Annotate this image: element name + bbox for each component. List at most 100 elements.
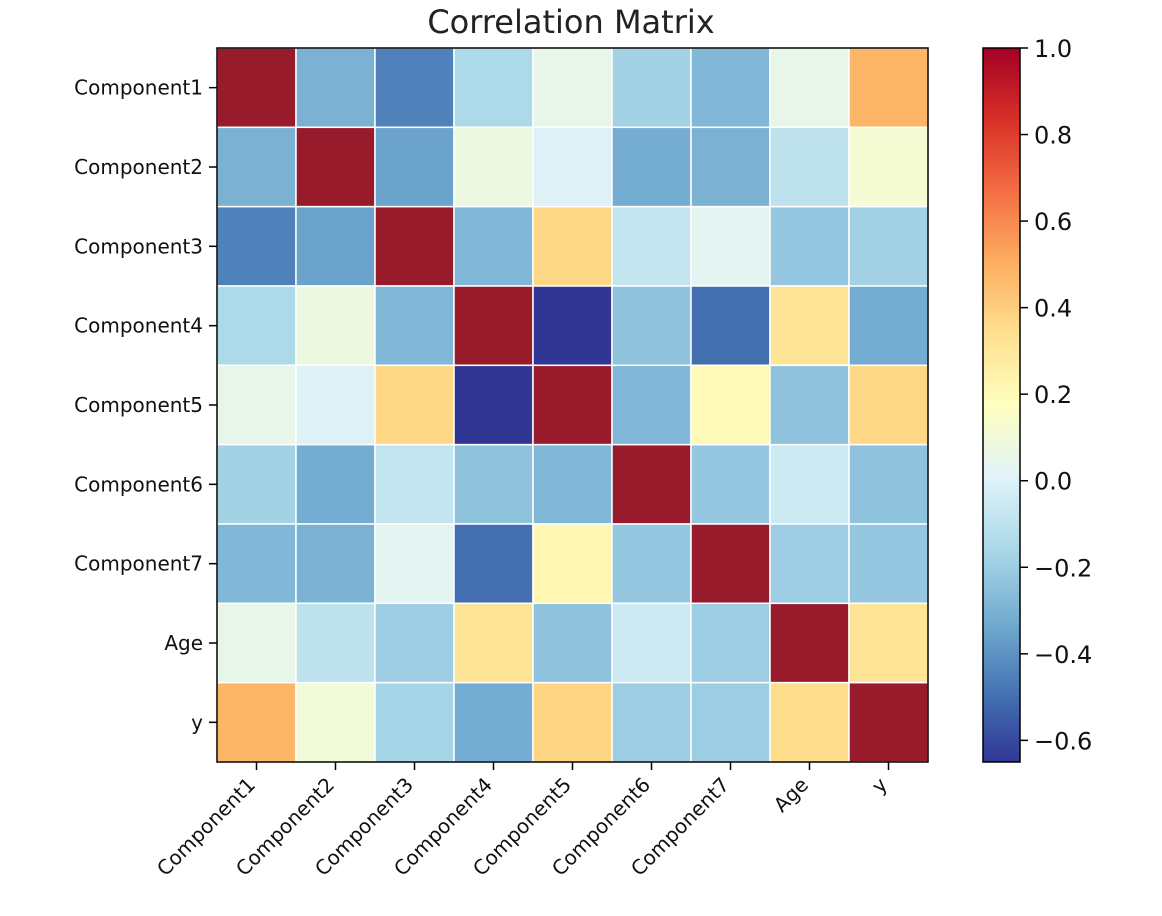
heatmap-cell-Component6-Component3: [374, 443, 455, 525]
heatmap-cell-Component7-Age: [769, 523, 850, 605]
heatmap-cell-y-Component1: [216, 681, 297, 763]
heatmap-cell-Component2-Component5: [532, 126, 613, 208]
y-axis: Component1 Component2 Component3 Component4…: [74, 76, 217, 734]
heatmap-cell-Component7-Component2: [295, 523, 376, 605]
y-tick-label-Component6: Component6: [74, 472, 203, 496]
heatmap-cell-Component4-Component5: [532, 285, 613, 367]
heatmap-cell-Component3-y: [848, 205, 929, 287]
y-tick-label-Age: Age: [164, 631, 203, 655]
heatmap-cell-Component4-Age: [769, 285, 850, 367]
heatmap-cell-Component5-Component2: [295, 364, 376, 446]
heatmap-cell-y-Component3: [374, 681, 455, 763]
colorbar-tick-label-1: 0.8: [1034, 122, 1072, 150]
heatmap-cell-Component7-Component4: [453, 523, 534, 605]
heatmap-cell-Component4-Component7: [690, 285, 771, 367]
heatmap-cell-Component4-Component6: [611, 285, 692, 367]
heatmap-cell-Age-Component5: [532, 602, 613, 684]
heatmap-cell-Component1-Component1: [216, 47, 297, 129]
heatmap-cell-Age-Component4: [453, 602, 534, 684]
heatmap-cell-Component1-Component4: [453, 47, 534, 129]
heatmap-cell-Component2-Age: [769, 126, 850, 208]
y-tick-label-Component2: Component2: [74, 155, 203, 179]
y-tick-label-Component3: Component3: [74, 234, 203, 258]
heatmap-cell-Component7-Component1: [216, 523, 297, 605]
heatmap-cell-Component3-Component1: [216, 205, 297, 287]
heatmap-cell-Component6-Component5: [532, 443, 613, 525]
y-tick-label-Component1: Component1: [74, 76, 203, 100]
heatmap-cell-y-y: [848, 681, 929, 763]
heatmap-cell-Component7-y: [848, 523, 929, 605]
heatmap-cell-Component7-Component5: [532, 523, 613, 605]
heatmap-cell-Component1-Component3: [374, 47, 455, 129]
heatmap-cell-Component6-Component4: [453, 443, 534, 525]
heatmap-cell-Component2-Component1: [216, 126, 297, 208]
heatmap-cell-Component3-Component4: [453, 205, 534, 287]
colorbar-tick-label-8: −0.6: [1034, 727, 1092, 755]
heatmap-cell-Component2-Component2: [295, 126, 376, 208]
heatmap-cell-Component6-Component1: [216, 443, 297, 525]
heatmap-cell-Component2-Component3: [374, 126, 455, 208]
x-axis: Component1Component2Component3Component4…: [152, 762, 892, 881]
heatmap-cell-Component2-y: [848, 126, 929, 208]
heatmap-cell-Component7-Component6: [611, 523, 692, 605]
heatmap-cell-Component5-y: [848, 364, 929, 446]
heatmap-cell-Component6-Component2: [295, 443, 376, 525]
heatmap-cell-Component1-Component6: [611, 47, 692, 129]
heatmap-cell-Component6-Component6: [611, 443, 692, 525]
colorbar-tick-label-4: 0.2: [1034, 381, 1072, 409]
heatmap-cell-y-Component2: [295, 681, 376, 763]
heatmap-cell-Component4-Component1: [216, 285, 297, 367]
heatmap-cell-Component1-Component7: [690, 47, 771, 129]
colorbar-tick-label-2: 0.6: [1034, 208, 1072, 236]
heatmap-cell-Component7-Component3: [374, 523, 455, 605]
heatmap-cell-Component3-Component5: [532, 205, 613, 287]
y-tick-label-Component7: Component7: [74, 552, 203, 576]
heatmap-cell-Component5-Age: [769, 364, 850, 446]
heatmap-cell-Component1-Component2: [295, 47, 376, 129]
colorbar-tick-label-0: 1.0: [1034, 35, 1072, 63]
heatmap-cell-Component5-Component5: [532, 364, 613, 446]
x-tick-label-Age: Age: [769, 773, 813, 817]
heatmap-cell-Component1-Age: [769, 47, 850, 129]
heatmap-cell-y-Component4: [453, 681, 534, 763]
colorbar-tick-label-5: 0.0: [1034, 468, 1072, 496]
heatmap-cell-Component2-Component4: [453, 126, 534, 208]
colorbar: 1.0 0.8 0.6 0.4 0.2 0.0 −0.2 −0.4 −0.6: [982, 35, 1092, 763]
y-tick-label-y: y: [191, 710, 203, 734]
heatmap-cell-Component3-Component3: [374, 205, 455, 287]
heatmap-cell-Component2-Component6: [611, 126, 692, 208]
x-tick-label-y: y: [867, 772, 892, 797]
heatmap-cell-y-Component6: [611, 681, 692, 763]
heatmap-cell-Component4-Component2: [295, 285, 376, 367]
colorbar-tick-label-7: −0.4: [1034, 641, 1092, 669]
heatmap-cell-Component3-Age: [769, 205, 850, 287]
colorbar-tick-label-6: −0.2: [1034, 554, 1092, 582]
heatmap-cell-Component3-Component7: [690, 205, 771, 287]
y-tick-label-Component4: Component4: [74, 314, 203, 338]
heatmap-cell-Component1-y: [848, 47, 929, 129]
heatmap-cell-y-Age: [769, 681, 850, 763]
heatmap-cell-Component4-Component3: [374, 285, 455, 367]
heatmap-cell-Age-Component2: [295, 602, 376, 684]
heatmap-cell-Component4-Component4: [453, 285, 534, 367]
heatmap-cell-Component6-Age: [769, 443, 850, 525]
heatmap-cell-Component5-Component4: [453, 364, 534, 446]
heatmap-cell-Component5-Component7: [690, 364, 771, 446]
heatmap-cell-y-Component5: [532, 681, 613, 763]
heatmap-cell-Component1-Component5: [532, 47, 613, 129]
heatmap-cell-Age-y: [848, 602, 929, 684]
heatmap-cell-Component4-y: [848, 285, 929, 367]
chart-title: Correlation Matrix: [427, 3, 714, 41]
heatmap-cell-Age-Component3: [374, 602, 455, 684]
heatmap-cells: [216, 47, 929, 763]
heatmap-cell-Age-Component6: [611, 602, 692, 684]
y-tick-label-Component5: Component5: [74, 393, 203, 417]
heatmap-cell-Component5-Component1: [216, 364, 297, 446]
heatmap-cell-Component3-Component6: [611, 205, 692, 287]
heatmap-cell-Component2-Component7: [690, 126, 771, 208]
heatmap-cell-Component5-Component6: [611, 364, 692, 446]
heatmap-cell-Component6-Component7: [690, 443, 771, 525]
heatmap-cell-y-Component7: [690, 681, 771, 763]
heatmap-cell-Component6-y: [848, 443, 929, 525]
